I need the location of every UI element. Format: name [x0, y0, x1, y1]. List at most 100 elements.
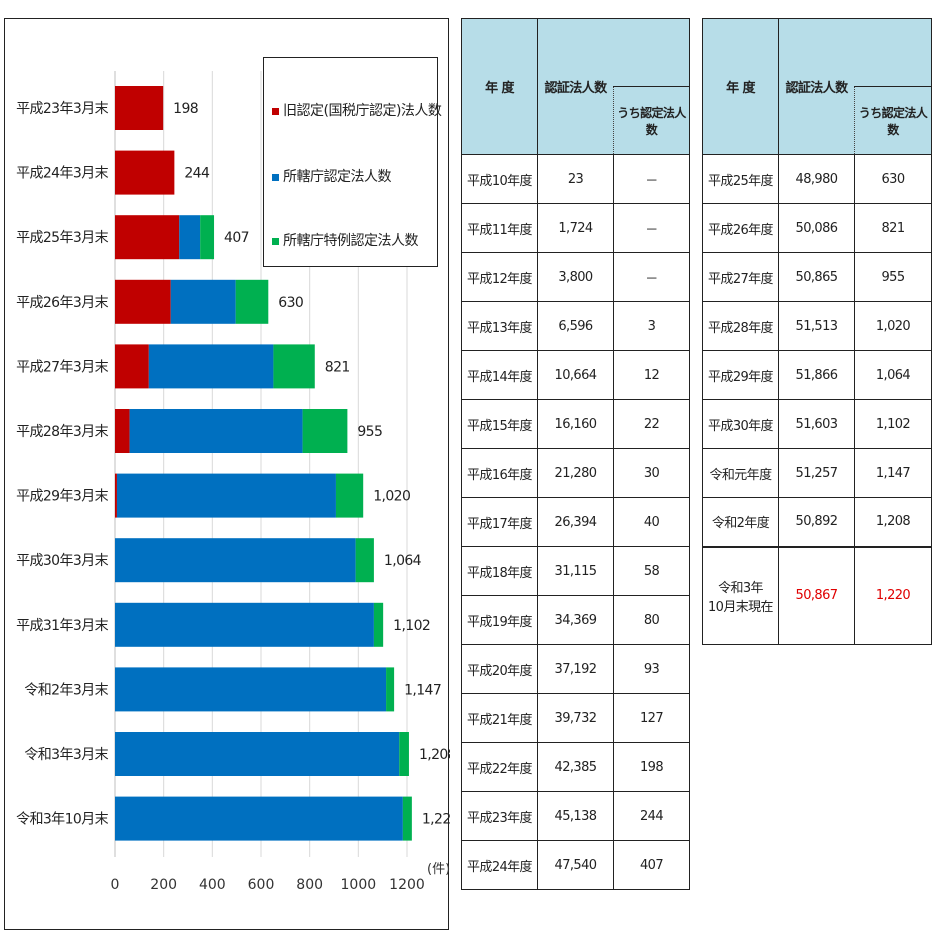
- bar-segment-jurisdiction-certified: [148, 344, 274, 389]
- table-row: 平成25年度 48,980 630: [702, 154, 932, 204]
- bar-segment-old-certified: [115, 279, 171, 324]
- header-sub-certified: うち認定法人数: [613, 86, 690, 155]
- table-row: 平成11年度 1,724 －: [461, 203, 690, 253]
- row-count: 39,732: [537, 693, 614, 743]
- row-count: 23: [537, 154, 614, 204]
- bar-segment-jurisdiction-certified: [115, 538, 356, 583]
- row-count: 26,394: [537, 497, 614, 547]
- category-label: 令和2年3月末: [24, 682, 108, 698]
- bar-segment-jurisdiction-certified: [115, 732, 400, 776]
- bar-segment-jurisdiction-certified: [115, 796, 403, 841]
- row-year: 平成30年度: [702, 399, 779, 449]
- category-label: 平成31年3月末: [16, 618, 109, 634]
- row-year: 令和元年度: [702, 448, 779, 498]
- row-certified: 127: [613, 693, 690, 743]
- bar-chart: 0 200 400 600 800 1000 1200 平成23年3月末 198 平成24年3月末…: [16, 71, 450, 893]
- total-data-label: 1,102: [393, 618, 430, 634]
- row-year: 平成27年度: [702, 252, 779, 302]
- row-certified: 1,208: [854, 497, 932, 547]
- row-count: 51,257: [778, 448, 855, 498]
- row-year: 平成15年度: [461, 399, 538, 449]
- category-label: 平成29年3月末: [16, 489, 109, 505]
- bar-segment-jurisdiction-certified: [129, 409, 303, 453]
- row-count: 10,664: [537, 350, 614, 400]
- row-certified: 1,020: [854, 301, 932, 351]
- legend-swatch-red: [272, 108, 279, 115]
- legend-label: 所轄庁認定法人数: [283, 169, 392, 185]
- table-row: 平成23年度 45,138 244: [461, 791, 690, 841]
- row-count: 6,596: [537, 301, 614, 351]
- header-sub-certified: うち認定法人数: [854, 86, 932, 155]
- current-period: 令和3年 10月末現在: [702, 545, 779, 645]
- table-row: 平成22年度 42,385 198: [461, 742, 690, 792]
- row-year: 平成28年度: [702, 301, 779, 351]
- x-tick-label: 0: [111, 877, 120, 893]
- category-label: 平成28年3月末: [16, 424, 109, 440]
- x-tick-label: 400: [199, 877, 226, 893]
- header-blank: [854, 18, 932, 87]
- row-certified: 22: [613, 399, 690, 449]
- current-row: 令和3年 10月末現在 50,867 1,220: [702, 545, 932, 645]
- chart-panel: 0 200 400 600 800 1000 1200 平成23年3月末 198 平成24年3月末…: [4, 18, 450, 930]
- table-row: 平成17年度 26,394 40: [461, 497, 690, 547]
- row-count: 51,866: [778, 350, 855, 400]
- category-label: 平成23年3月末: [16, 101, 109, 117]
- row-year: 平成16年度: [461, 448, 538, 498]
- table-row: 平成13年度 6,596 3: [461, 301, 690, 351]
- legend-label: 旧認定(国税庁認定)法人数: [283, 103, 442, 119]
- row-count: 50,865: [778, 252, 855, 302]
- row-year: 平成25年度: [702, 154, 779, 204]
- bar-segment-old-certified: [115, 344, 149, 389]
- row-year: 平成23年度: [461, 791, 538, 841]
- bar-segment-special-certified: [373, 602, 384, 647]
- row-year: 平成11年度: [461, 203, 538, 253]
- table-row: 平成15年度 16,160 22: [461, 399, 690, 449]
- current-count: 50,867: [778, 545, 855, 645]
- total-data-label: 1,020: [373, 489, 410, 505]
- row-count: 34,369: [537, 595, 614, 645]
- total-data-label: 407: [224, 230, 249, 246]
- row-count: 51,603: [778, 399, 855, 449]
- current-period-line2: 10月末現在: [708, 599, 774, 615]
- table-row: 平成10年度 23 －: [461, 154, 690, 204]
- bar-segment-special-certified: [386, 667, 395, 712]
- x-tick-label: 1200: [389, 877, 425, 893]
- bar-segment-jurisdiction-certified: [170, 279, 236, 324]
- table-row: 平成24年度 47,540 407: [461, 840, 690, 890]
- row-count: 51,513: [778, 301, 855, 351]
- row-certified: 12: [613, 350, 690, 400]
- row-certified: 244: [613, 791, 690, 841]
- total-data-label: 244: [184, 166, 210, 182]
- row-year: 平成22年度: [461, 742, 538, 792]
- legend-item-old-certified: 旧認定(国税庁認定)法人数: [272, 102, 442, 120]
- row-certified: 1,102: [854, 399, 932, 449]
- row-certified: 821: [854, 203, 932, 253]
- table-row: 平成12年度 3,800 －: [461, 252, 690, 302]
- row-count: 50,892: [778, 497, 855, 547]
- certification-table-right: 年 度認証法人数 うち認定法人数 平成25年度 48,980 630 平成26年度 50,0…: [702, 18, 932, 645]
- row-year: 平成12年度: [461, 252, 538, 302]
- total-data-label: 1,064: [384, 553, 422, 569]
- row-certified: 40: [613, 497, 690, 547]
- table-row: 平成27年度 50,865 955: [702, 252, 932, 302]
- row-certified: 1,147: [854, 448, 932, 498]
- total-data-label: 630: [278, 295, 303, 311]
- row-certified: 30: [613, 448, 690, 498]
- bar-segment-special-certified: [273, 344, 315, 389]
- x-tick-label: 1000: [341, 877, 377, 893]
- table-row: 平成20年度 37,192 93: [461, 644, 690, 694]
- legend-swatch-blue: [272, 174, 279, 181]
- row-certified: 955: [854, 252, 932, 302]
- unit-label: (件): [427, 862, 450, 877]
- row-certified: 58: [613, 546, 690, 596]
- bar-segment-special-certified: [399, 732, 409, 776]
- row-year: 平成20年度: [461, 644, 538, 694]
- category-label: 平成25年3月末: [16, 230, 109, 246]
- table-row: 平成29年度 51,866 1,064: [702, 350, 932, 400]
- certification-table-left: 年 度認証法人数 うち認定法人数 平成10年度 23 －平成11年度 1,724 －平成12…: [461, 18, 690, 890]
- table-row: 平成19年度 34,369 80: [461, 595, 690, 645]
- category-label: 令和3年10月末: [16, 812, 109, 828]
- row-certified: 93: [613, 644, 690, 694]
- category-label: 平成24年3月末: [16, 166, 109, 182]
- row-year: 平成14年度: [461, 350, 538, 400]
